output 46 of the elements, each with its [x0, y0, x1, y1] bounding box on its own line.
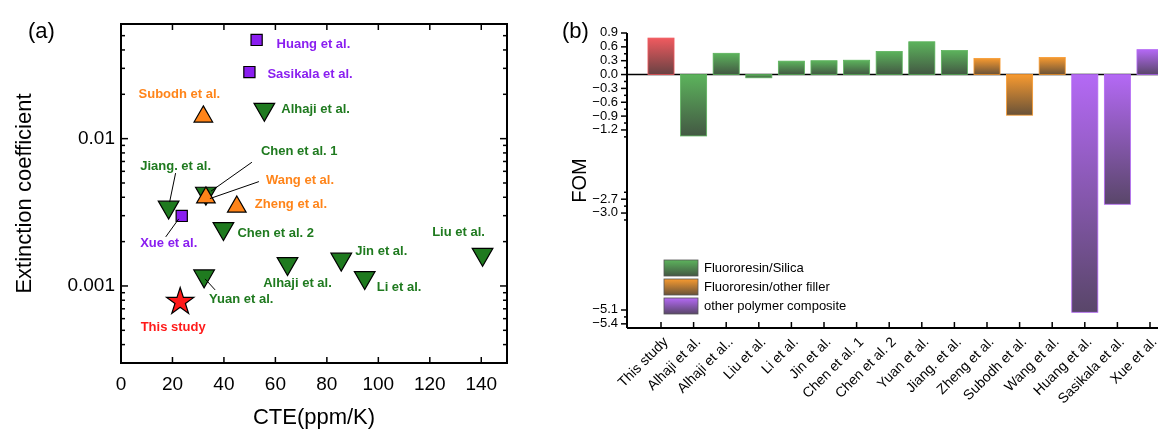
y-tick-label: 0.01: [78, 126, 115, 148]
y-tick-label: −5.4: [592, 315, 618, 331]
x-tick-label: 20: [161, 373, 184, 394]
x-tick-label: 40: [213, 373, 235, 394]
annotation: Chen et al. 1: [260, 142, 338, 158]
annotation: Liu et al.: [432, 223, 485, 239]
y-axis-title: Extinction coefficient: [11, 93, 36, 294]
annotation: Alhaji et al.: [263, 274, 332, 290]
annotation: Chen et al. 2: [237, 225, 314, 241]
y-tick-label: −0.9: [592, 107, 618, 123]
x-tick-label: 60: [264, 373, 286, 394]
annotation: Jiang. et al.: [140, 157, 212, 173]
y-tick-label: −3.0: [592, 204, 618, 220]
annotation: Jin et al.: [355, 242, 408, 258]
annotation: Subodh et al.: [138, 86, 221, 102]
annotation: This study: [140, 319, 207, 335]
y-tick-label: 0.3: [599, 52, 618, 68]
x-tick-label: 80: [316, 373, 338, 394]
legend-label: other polymer composite: [704, 298, 847, 314]
y-tick-label: −0.6: [592, 93, 618, 109]
annotation: Xue et al.: [140, 235, 198, 251]
annotation: Zheng et al.: [254, 196, 328, 212]
annotation: Li et al.: [376, 279, 422, 295]
y-tick-label: −0.3: [592, 79, 618, 95]
annotation: Alhaji et al.: [281, 100, 350, 116]
x-tick-label: 120: [413, 373, 446, 394]
annotation: Wang et al.: [265, 172, 335, 188]
y-tick-label: 0.6: [599, 38, 618, 54]
legend-label: Fluororesin/other filler: [704, 279, 831, 295]
y-tick-label: −1.2: [592, 121, 618, 137]
x-tick-label: 0: [115, 373, 127, 394]
x-tick-label: 100: [362, 373, 395, 394]
annotation: Huang et al.: [276, 36, 351, 52]
chart-title: (a): [28, 18, 55, 43]
y-tick-label: −2.7: [592, 190, 618, 206]
y-tick-label: −5.1: [592, 301, 618, 317]
annotation: Yuan et al.: [209, 291, 274, 307]
y-axis-title: FOM: [568, 158, 590, 203]
y-tick-label: 0.001: [67, 273, 115, 295]
y-tick-label: 0.9: [599, 24, 618, 40]
y-tick-label: 0.0: [599, 65, 618, 81]
x-axis-title: CTE(ppm/K): [252, 404, 376, 429]
legend-label: Fluororesin/Silica: [704, 260, 805, 276]
x-tick-label: 140: [465, 373, 498, 394]
annotation: Sasikala et al.: [267, 65, 353, 81]
chart-title: (b): [562, 18, 589, 43]
